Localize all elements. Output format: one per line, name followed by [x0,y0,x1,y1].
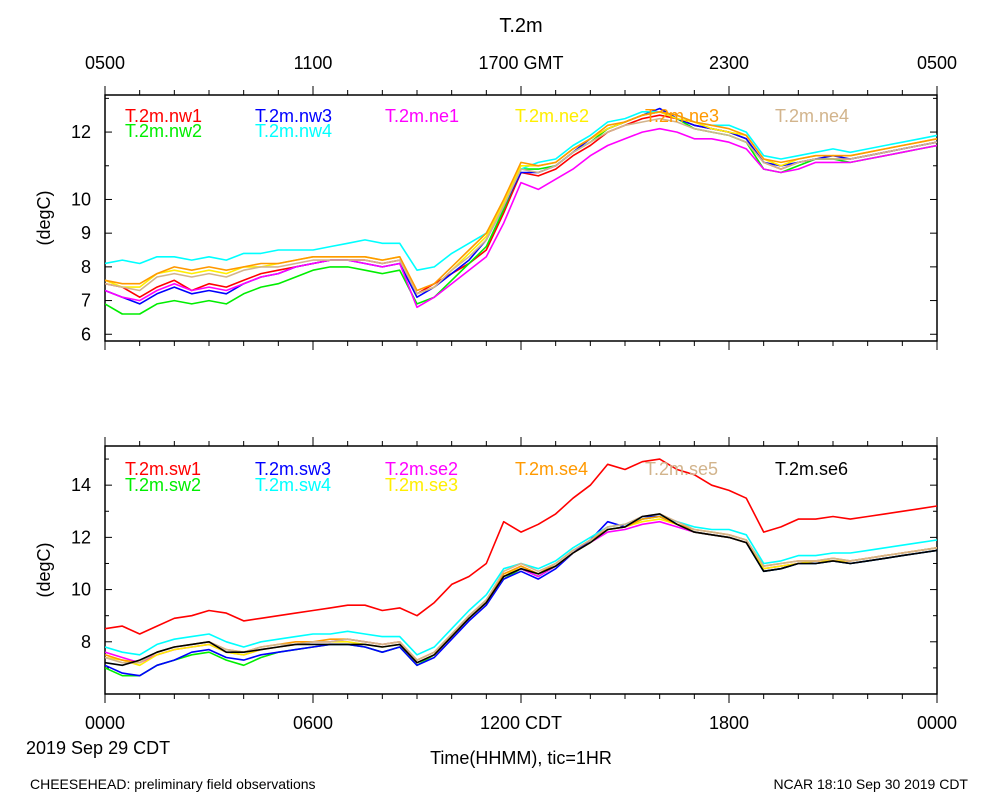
bottom-tick-label: 1800 [709,713,749,733]
legend-entry-T-2m-nw2: T.2m.nw2 [125,121,202,141]
legend-entry-T-2m-sw4: T.2m.sw4 [255,475,331,495]
x-axis-label: Time(HHMM), tic=1HR [430,748,612,768]
legend-entry-T-2m-se2: T.2m.se2 [385,459,458,479]
bottom-panel: 8101214(degC)T.2m.sw1T.2m.sw2T.2m.sw3T.2… [34,437,938,703]
series-line-T-2m-ne1 [105,127,937,309]
y-tick-label: 10 [71,580,91,600]
series-line-T-2m-se2 [105,520,937,664]
legend-entry-T-2m-se4: T.2m.se4 [515,459,588,479]
series-line-T-2m-sw4 [105,515,937,656]
legend-entry-T-2m-nw3: T.2m.nw3 [255,106,332,126]
top-tick-label: 0500 [85,53,125,73]
bottom-tick-label: 0600 [293,713,333,733]
series-line-T-2m-ne3 [105,111,937,292]
series-line-T-2m-se5 [105,513,937,664]
top-series-group [105,107,937,315]
footer-left: CHEESEHEAD: preliminary field observatio… [30,776,316,792]
bottom-plot-frame [104,445,938,695]
top-tick-label: 1700 GMT [478,53,563,73]
plots-layer: 67891012(degC)T.2m.nw1T.2m.nw2T.2m.nw3T.… [34,86,938,703]
y-tick-label: 6 [81,324,91,344]
top-plot-frame [104,94,938,342]
footer-right: NCAR 18:10 Sep 30 2019 CDT [773,776,968,792]
bottom-y-axis-label: (degC) [34,542,54,597]
y-tick-label: 8 [81,632,91,652]
series-line-T-2m-sw1 [105,458,937,635]
page-title: T.2m [499,15,542,37]
series-line-T-2m-se6 [105,513,937,667]
top-panel: 67891012(degC)T.2m.nw1T.2m.nw2T.2m.nw3T.… [34,86,938,350]
legend-entry-T-2m-ne3: T.2m.ne3 [645,106,719,126]
y-tick-label: 8 [81,257,91,277]
legend-entry-T-2m-sw1: T.2m.sw1 [125,459,201,479]
y-tick-label: 12 [71,527,91,547]
legend-entry-T-2m-se3: T.2m.se3 [385,475,458,495]
top-tick-label: 2300 [709,53,749,73]
series-line-T-2m-se4 [105,515,937,664]
bottom-series-group [105,458,937,677]
y-tick-label: 12 [71,122,91,142]
legend-entry-T-2m-sw3: T.2m.sw3 [255,459,331,479]
top-tick-label: 0500 [917,53,957,73]
y-tick-label: 14 [71,475,91,495]
y-tick-label: 10 [71,189,91,209]
legend-entry-T-2m-ne2: T.2m.ne2 [515,106,589,126]
bottom-tick-label: 1200 CDT [480,713,562,733]
series-line-T-2m-ne4 [105,117,937,295]
legend-entry-T-2m-se6: T.2m.se6 [775,459,848,479]
legend-entry-T-2m-se5: T.2m.se5 [645,459,718,479]
bottom-tick-label: 0000 [85,713,125,733]
series-line-T-2m-nw3 [105,107,937,305]
legend-entry-T-2m-nw1: T.2m.nw1 [125,106,202,126]
legend-entry-T-2m-ne4: T.2m.ne4 [775,106,849,126]
series-line-T-2m-nw2 [105,111,937,315]
top-tick-label: 1100 [294,53,333,73]
y-tick-label: 7 [81,291,91,311]
series-line-T-2m-nw4 [105,111,937,271]
bottom-tick-label: 0000 [917,713,957,733]
date-label: 2019 Sep 29 CDT [26,738,170,758]
legend-entry-T-2m-nw4: T.2m.nw4 [255,121,332,141]
series-line-T-2m-ne2 [105,111,937,295]
top-y-axis-label: (degC) [34,190,54,245]
legend-entry-T-2m-sw2: T.2m.sw2 [125,475,201,495]
legend-entry-T-2m-ne1: T.2m.ne1 [385,106,459,126]
y-tick-label: 9 [81,223,91,243]
